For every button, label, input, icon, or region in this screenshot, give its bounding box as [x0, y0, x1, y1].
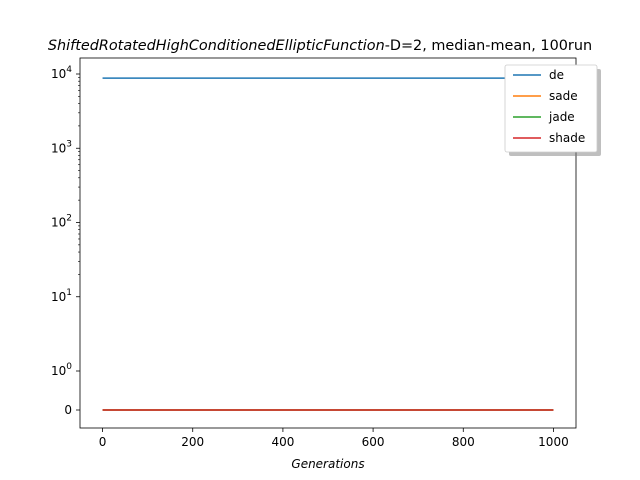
plot-frame: [79, 57, 577, 429]
legend-label-de: de: [549, 68, 564, 82]
chart-title-italic: ShiftedRotatedHighConditionedEllipticFun…: [48, 38, 385, 54]
y-axis: 0 100 101 102 103 104: [51, 65, 80, 417]
x-tick-label: 0: [99, 435, 107, 449]
series-lines: [102, 77, 554, 411]
y-tick-label: 104: [51, 65, 72, 81]
y-tick-label: 100: [51, 362, 72, 378]
legend-box: [504, 64, 598, 153]
x-tick-label: 200: [181, 435, 204, 449]
legend-label-sade: sade: [549, 89, 578, 103]
x-axis: 0 200 400 600 800 1000: [99, 428, 569, 449]
x-axis-label: Generations: [291, 457, 364, 471]
x-tick-label: 1000: [538, 435, 569, 449]
x-tick-label: 400: [271, 435, 294, 449]
chart-title-rest: -D=2, median-mean, 100run: [385, 38, 592, 54]
y-tick-label: 101: [51, 288, 72, 304]
y-tick-label: 0: [64, 403, 72, 417]
legend-label-shade: shade: [549, 131, 585, 145]
y-tick-label: 103: [51, 139, 72, 155]
legend: de sade jade shade: [504, 64, 601, 156]
y-tick-label: 102: [51, 214, 72, 230]
legend-label-jade: jade: [548, 110, 575, 124]
chart-title: ShiftedRotatedHighConditionedEllipticFun…: [48, 38, 592, 54]
x-tick-label: 600: [362, 435, 385, 449]
x-tick-label: 800: [452, 435, 475, 449]
